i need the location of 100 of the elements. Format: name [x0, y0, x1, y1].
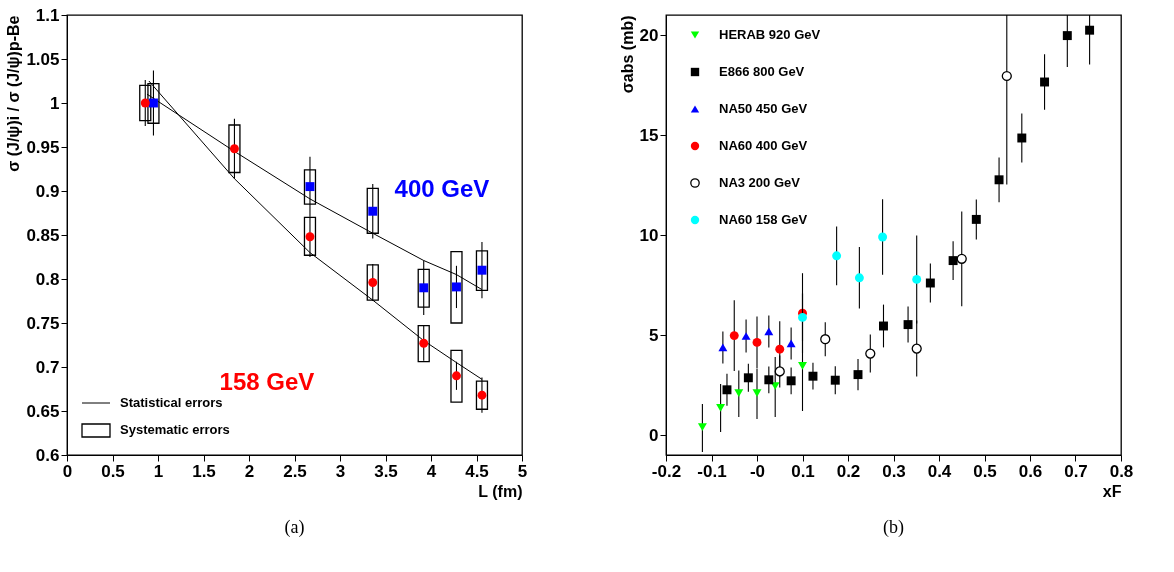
point	[903, 320, 913, 330]
point	[1001, 70, 1012, 82]
point	[971, 214, 981, 224]
text: (a)	[284, 517, 305, 538]
legend-label: NA60 158 GeV	[719, 212, 808, 227]
point	[452, 282, 461, 292]
x-tick-label: 4	[426, 461, 437, 481]
point	[718, 343, 728, 352]
point	[925, 278, 935, 288]
y-tick-label: 0.8	[35, 269, 60, 289]
point	[741, 332, 751, 340]
legend-label: NA60 400 GeV	[719, 138, 808, 153]
legend-label: NA3 200 GeV	[719, 175, 801, 190]
y-tick-label: 0.9	[35, 181, 60, 201]
text: (b)	[883, 517, 904, 538]
x-tick-label: 5	[517, 461, 528, 481]
legend-label: Systematic errors	[120, 422, 230, 437]
x-tick-label: 3.5	[374, 461, 398, 481]
point	[879, 321, 888, 331]
y-tick-label: 1.1	[35, 5, 60, 25]
x-tick-label: 0.8	[1109, 461, 1134, 481]
x-tick-label: 0.1	[791, 461, 815, 481]
x-tick-label: 1.5	[192, 461, 216, 481]
x-tick-label: 0	[62, 461, 73, 481]
point	[912, 274, 922, 284]
point	[956, 253, 967, 264]
point	[820, 334, 831, 345]
point	[830, 375, 840, 385]
x-axis-title: xF	[1102, 482, 1122, 500]
y-tick-label: 0.95	[26, 137, 60, 157]
point	[878, 232, 888, 242]
x-tick-label: 0.5	[101, 461, 125, 481]
point	[743, 373, 753, 383]
x-tick-label: 2	[244, 461, 255, 481]
x-tick-label: 0.4	[927, 461, 952, 481]
annotation: Statistical errors	[120, 395, 223, 410]
legend-label: NA50 450 GeV	[719, 101, 808, 116]
point	[865, 348, 876, 359]
point	[477, 265, 487, 275]
point	[775, 344, 785, 354]
point	[853, 370, 863, 380]
y-tick-label: 1	[50, 93, 60, 113]
point	[854, 273, 864, 283]
y-tick-label: 15	[639, 125, 659, 145]
point	[697, 423, 707, 432]
legend-label: HERAB 920 GeV	[719, 27, 821, 42]
y-tick-label: 1.05	[26, 49, 60, 69]
y-axis-title: σabs (mb)	[618, 15, 636, 94]
y-tick-label: 0	[649, 425, 659, 445]
point	[764, 327, 774, 336]
point	[1040, 77, 1050, 87]
bar	[417, 324, 430, 363]
x-tick-label: 0.7	[1064, 461, 1088, 481]
point	[368, 206, 378, 216]
point	[1085, 25, 1095, 35]
point	[786, 376, 796, 386]
x-tick-label: 0.2	[836, 461, 861, 481]
point	[229, 144, 239, 154]
y-tick-label: 0.75	[26, 313, 60, 333]
point	[734, 389, 744, 398]
x-tick-label: -0	[749, 461, 766, 481]
point	[752, 389, 762, 398]
x-tick-label: -0.2	[651, 461, 682, 481]
point	[729, 331, 739, 341]
point	[722, 385, 732, 395]
y-tick-label: 20	[639, 25, 659, 45]
x-tick-label: -0.1	[697, 461, 727, 481]
point	[764, 375, 774, 385]
y-tick-label: 0.65	[26, 401, 60, 421]
y-tick-label: 0.6	[35, 445, 60, 465]
y-tick-label: 5	[649, 325, 659, 345]
x-tick-label: 0.6	[1018, 461, 1043, 481]
point	[948, 256, 958, 266]
y-tick-label: 0.7	[35, 357, 60, 377]
point	[1062, 31, 1072, 41]
x-axis-title: L (fm)	[478, 482, 523, 500]
point	[452, 371, 461, 381]
y-tick-label: 0.85	[26, 225, 60, 245]
x-tick-label: 2.5	[283, 461, 307, 481]
point	[1017, 133, 1027, 143]
y-tick-label: 10	[639, 225, 659, 245]
point	[798, 361, 807, 370]
x-tick-label: 3	[335, 461, 346, 481]
point	[808, 371, 818, 381]
x-tick-label: 1	[153, 461, 164, 481]
x-tick-label: 0.5	[973, 461, 997, 481]
point	[798, 312, 807, 322]
point	[786, 339, 796, 348]
point	[752, 337, 762, 347]
x-tick-label: 0.3	[882, 461, 906, 481]
point	[994, 175, 1004, 185]
point	[774, 366, 785, 377]
series-label: 400 GeV	[394, 175, 490, 203]
point	[911, 343, 922, 354]
text: 158 GeV	[219, 368, 315, 396]
point	[832, 251, 842, 261]
x-tick-label: 4.5	[465, 461, 489, 481]
y-axis-title: σ (J/ψ)i / σ (J/ψ)p-Be	[5, 15, 23, 172]
legend-label: E866 800 GeV	[719, 64, 805, 79]
bar	[366, 264, 379, 301]
